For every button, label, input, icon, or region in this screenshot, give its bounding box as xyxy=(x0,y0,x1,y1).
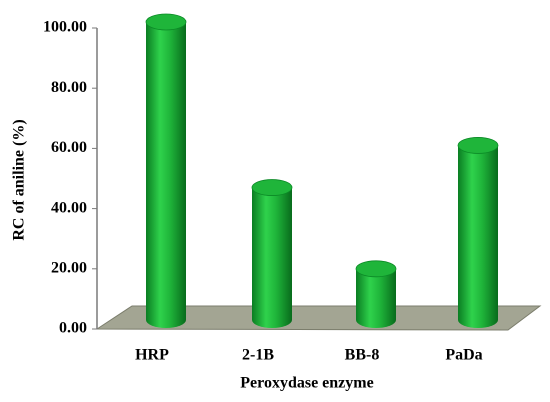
bar-top xyxy=(145,13,187,31)
x-tick-label: HRP xyxy=(135,347,169,364)
bar-top xyxy=(251,179,293,196)
y-axis-label: RC of aniline (%) xyxy=(11,119,28,240)
bar-top xyxy=(355,260,397,278)
y-tick-label: 20.00 xyxy=(51,259,87,276)
x-axis-label: Peroxydase enzyme xyxy=(240,375,373,392)
x-tick-label: PaDa xyxy=(445,347,482,364)
x-tick-label: BB-8 xyxy=(345,347,380,364)
y-tick-label: 0.00 xyxy=(59,320,87,337)
x-tick-label: 2-1B xyxy=(242,347,274,364)
bar xyxy=(252,187,292,320)
bar-top xyxy=(457,137,499,154)
y-tick-label: 60.00 xyxy=(51,139,87,156)
y-tick-label: 40.00 xyxy=(51,199,87,216)
floor xyxy=(95,305,542,331)
y-tick-label: 80.00 xyxy=(51,79,87,96)
y-tick-label: 100.00 xyxy=(43,19,87,36)
bar xyxy=(356,268,396,320)
bar xyxy=(458,145,498,320)
bar xyxy=(146,22,186,320)
